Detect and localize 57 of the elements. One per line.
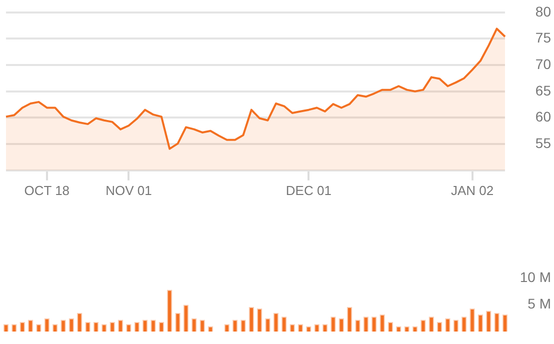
bar: [93, 322, 99, 332]
bar: [265, 318, 270, 332]
bar: [77, 312, 82, 332]
bar: [461, 316, 467, 332]
bar: [470, 308, 475, 332]
bar: [330, 316, 336, 332]
bar: [338, 318, 344, 332]
bar: [134, 322, 140, 332]
bar: [273, 312, 279, 332]
x-tick-label: OCT 18: [24, 182, 70, 198]
bar: [200, 320, 205, 332]
bar: [436, 322, 442, 332]
bar: [142, 320, 148, 332]
bar: [355, 320, 360, 332]
bar: [150, 320, 156, 332]
x-tick-label: JAN 02: [450, 182, 494, 198]
bar: [68, 318, 74, 332]
bar: [486, 310, 492, 332]
x-tick-label: DEC 01: [286, 182, 332, 198]
bar: [478, 314, 484, 332]
bar: [282, 316, 287, 332]
bar: [445, 318, 450, 332]
y-tick-label: 75: [535, 30, 552, 46]
bar: [420, 320, 426, 332]
bar: [371, 316, 377, 332]
bar: [428, 316, 434, 332]
bar: [118, 320, 124, 332]
bar: [240, 320, 246, 332]
bar: [380, 314, 385, 332]
bar: [85, 322, 90, 332]
bar: [20, 322, 25, 332]
y-tick-label: 70: [535, 56, 552, 72]
bar: [60, 320, 66, 332]
bar: [256, 308, 262, 332]
x-tick-label: NOV 01: [106, 182, 152, 198]
y-tick-label: 80: [535, 3, 552, 20]
y-tick-label: 55: [535, 134, 552, 151]
bar: [28, 320, 34, 332]
y-tick-label: 5 M: [528, 296, 551, 312]
bar: [388, 322, 394, 332]
bar: [44, 318, 50, 332]
bar: [158, 322, 164, 332]
bar: [363, 316, 369, 332]
bar: [183, 304, 189, 332]
y-tick-label: 60: [535, 108, 552, 125]
y-tick-label: 10 M: [520, 268, 551, 285]
bar: [192, 318, 197, 332]
bar: [175, 312, 180, 332]
bar: [232, 320, 238, 332]
bar: [502, 314, 508, 332]
bar: [110, 322, 115, 332]
bar: [248, 306, 254, 332]
bar: [166, 290, 172, 332]
y-tick-label: 65: [535, 82, 552, 98]
bar: [346, 306, 352, 332]
bar: [494, 312, 500, 332]
bar: [453, 320, 459, 332]
